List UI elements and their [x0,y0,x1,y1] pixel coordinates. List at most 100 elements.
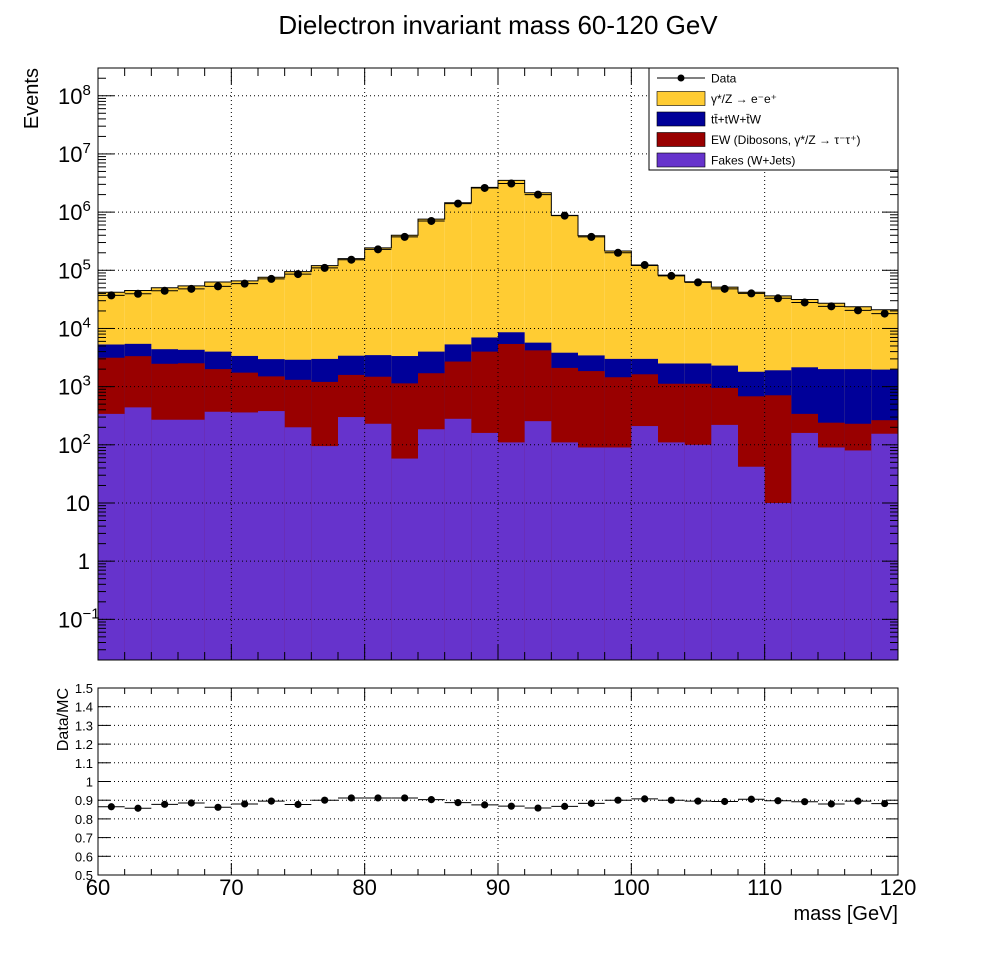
ratio-point [614,796,622,804]
ratio-point [267,797,275,805]
legend-label: Fakes (W+Jets) [711,154,795,168]
y-tick-label: 103 [58,373,91,400]
ratio-point [427,796,435,804]
upper-y-axis-label: Events [21,68,43,129]
stack-bar [684,444,712,660]
data-point [267,274,276,283]
y-tick-label: 10−1 [58,605,100,632]
data-point [214,282,222,291]
x-tick-label: 60 [86,875,110,900]
ratio-point [134,804,142,812]
stack-bar [444,418,472,660]
y-tick-label: 107 [58,140,91,167]
data-point [534,190,542,199]
legend-label: tt̄+tW+t̄W [711,113,762,127]
data-point [694,278,702,287]
data-point [747,289,756,298]
legend: Data γ*/Z → e⁻e⁺ tt̄+tW+t̄W EW (Dibosons, γ… [648,67,899,171]
data-point [507,179,516,188]
ratio-point [694,797,702,805]
ratio-point [507,802,515,810]
ratio-point [347,794,355,802]
ratio-point [374,794,382,802]
ratio-point [454,799,462,807]
data-point [400,232,409,241]
data-point [294,270,302,279]
ratio-frame [97,687,899,876]
data-point [320,263,329,272]
data-point [800,298,809,307]
stack-bar [711,424,738,660]
ratio-point [641,795,649,803]
x-tick-label: 90 [486,875,510,900]
ratio-y-tick-label: 1 [86,775,93,790]
data-point [560,211,569,220]
y-tick-label: 108 [58,82,91,109]
stack-bar [311,446,338,660]
legend-label: γ*/Z → e⁻e⁺ [711,92,777,106]
y-tick-label: 104 [58,314,91,341]
stack-bar [338,417,365,660]
ratio-point [294,800,302,809]
legend-label: Data [711,72,737,86]
data-point [614,248,622,257]
ratio-y-tick-label: 1.4 [75,700,93,715]
x-tick-label: 70 [219,875,243,900]
ratio-y-tick-label: 1.2 [75,737,93,752]
ratio-plot: 0.5 0.6 0.7 0.8 0.9 1 1.1 1.2 1.3 1.4 1.5 60 70 80 90 1… [75,681,916,900]
ratio-point [481,801,489,809]
data-point [134,289,142,298]
data-point [454,199,462,208]
ratio-y-tick-label: 0.9 [75,793,93,808]
upper-plot: 10−1 1 10 102 103 104 105 106 107 108 [58,67,899,661]
stack-bar [631,426,658,660]
stack-bar [791,432,818,660]
legend-marker-dot [677,74,685,82]
data-point [587,232,596,241]
ratio-y-tick-label: 0.5 [75,868,93,883]
data-point [640,261,649,270]
ratio-point [187,799,195,807]
legend-swatch [656,91,706,106]
ratio-point [721,797,729,806]
ratio-point [321,796,329,804]
x-tick-label: 100 [613,875,650,900]
stack-bar [738,466,765,660]
ratio-point [881,799,889,808]
stack-bar [258,411,285,660]
ratio-y-tick-label: 1.5 [75,681,93,696]
ratio-y-tick-label: 0.6 [75,849,93,864]
stack-bar [178,419,205,660]
stack-bar [524,421,552,660]
data-point [667,271,676,280]
stack-bar [658,442,685,660]
stack-bar [551,442,578,660]
ratio-y-tick-label: 0.7 [75,831,93,846]
stack-bar [604,447,632,660]
data-point [480,183,489,192]
stack-bar [204,411,232,660]
data-point [187,284,196,293]
data-point [374,245,382,254]
ratio-point [854,797,862,805]
ratio-point [161,800,169,808]
stack-bar [391,458,418,660]
stack-bar [818,447,845,660]
data-point [880,309,889,318]
x-tick-label: 110 [747,875,782,900]
data-point [107,291,116,300]
stack-bar [471,432,498,660]
x-axis-label: mass [GeV] [794,903,898,925]
ratio-point [107,803,115,811]
ratio-point [667,796,675,804]
data-point [160,286,169,295]
data-point [240,279,249,288]
y-tick-label: 105 [58,256,91,283]
stack-bar [231,412,258,660]
ratio-point [747,795,755,803]
legend-label: EW (Dibosons, γ*/Z → τ⁻τ⁺) [711,133,861,147]
stack-bar [578,447,605,660]
data-point [720,284,729,293]
